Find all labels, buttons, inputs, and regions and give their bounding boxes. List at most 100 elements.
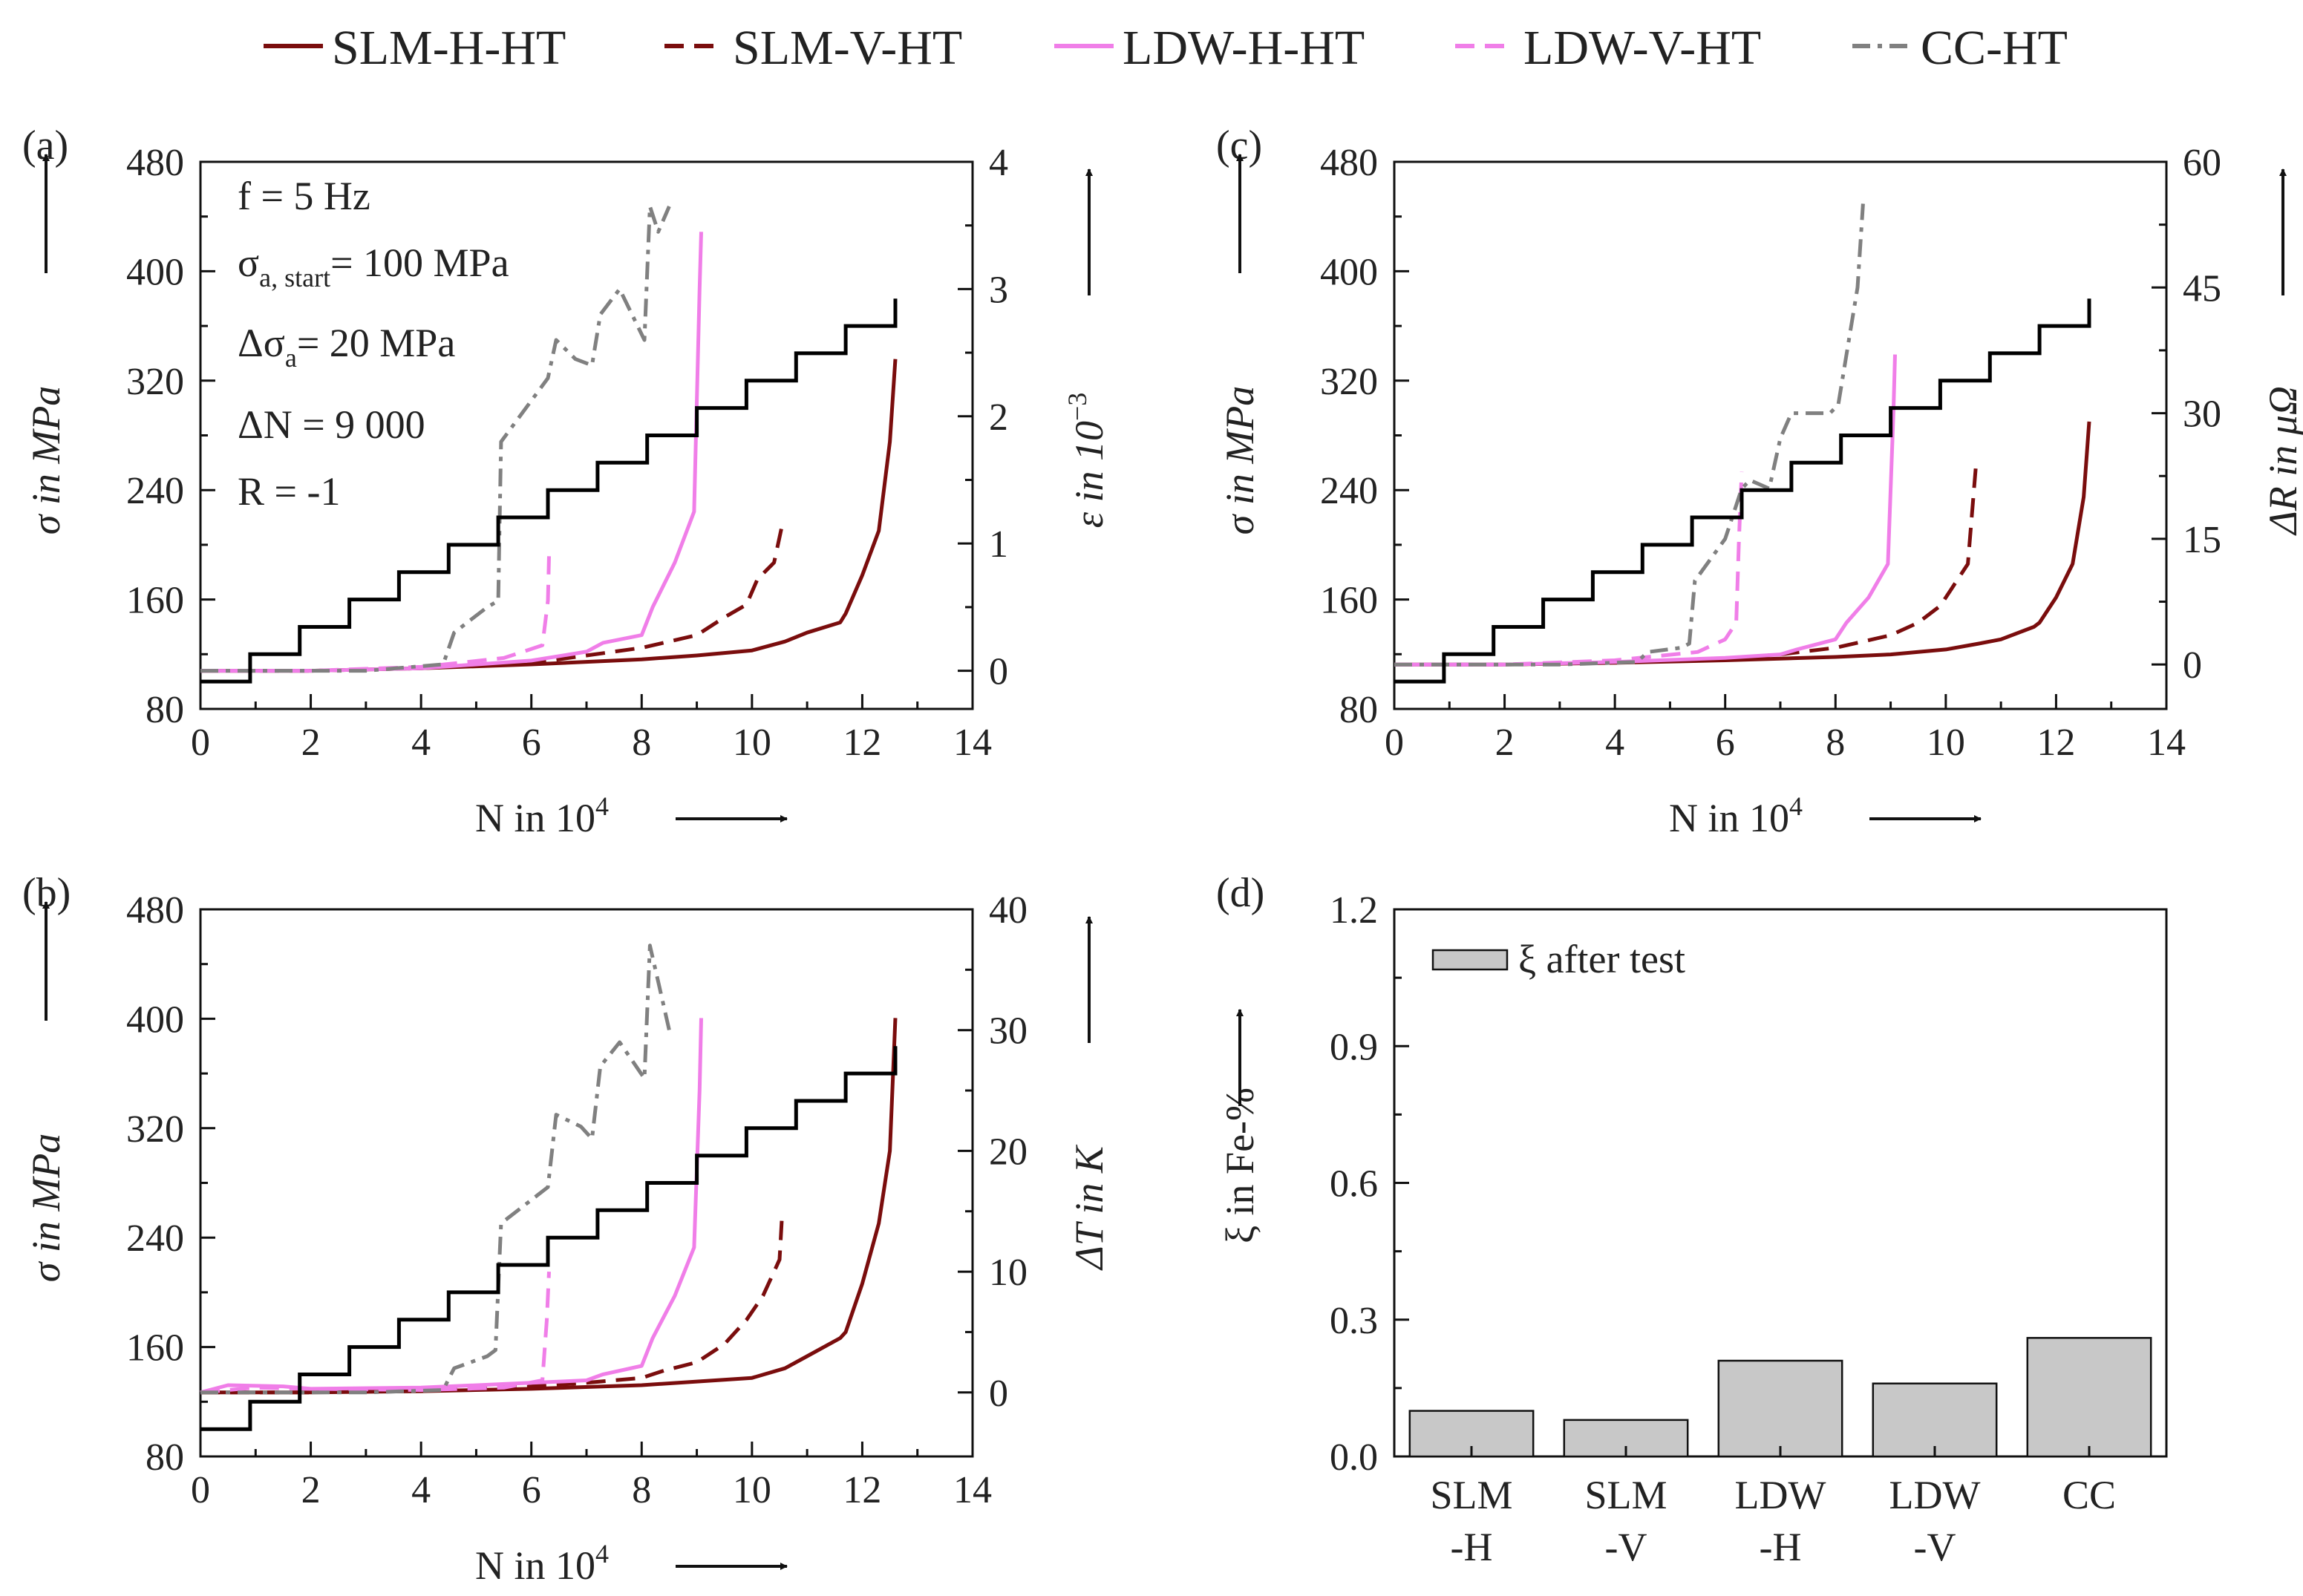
series-line-CC-HT (1394, 203, 1865, 667)
legend-item: LDW-H-HT (1054, 21, 1365, 75)
x-tick-label: -H (1451, 1525, 1493, 1569)
y2-tick-label: 0 (989, 651, 1008, 693)
y2-tick-label: 3 (989, 269, 1008, 311)
x-tick-label: 4 (411, 1469, 431, 1511)
y-axis-label: σ in MPa (24, 386, 68, 535)
series-line-SLM-H-HT (200, 1018, 898, 1395)
x-tick-label: 12 (843, 1469, 881, 1511)
y2-tick-label: 45 (2183, 267, 2221, 310)
legend-label: ξ after test (1518, 937, 1685, 981)
y-tick-label: 320 (126, 1108, 184, 1151)
y-axis-label: ξ in Fe-% (1218, 1088, 1262, 1243)
series-line-CC-HT (200, 204, 671, 673)
series-line-CC-HT (200, 943, 671, 1395)
y-tick-label: 0.0 (1330, 1436, 1378, 1479)
y2-axis-label: ΔT in K (1067, 1144, 1111, 1271)
legend-item: SLM-H-HT (264, 21, 566, 75)
y-tick-label: 480 (126, 142, 184, 184)
x-tick-label: 0 (191, 1469, 210, 1511)
y-tick-label: 160 (1320, 580, 1378, 622)
x-tick-label: 8 (632, 1469, 651, 1511)
legend-label: LDW-V-HT (1523, 21, 1761, 75)
x-tick-label: 4 (411, 722, 431, 764)
x-tick-label: LDW (1735, 1473, 1826, 1517)
y-tick-label: 80 (146, 1436, 184, 1479)
y2-tick-label: 30 (2183, 393, 2221, 436)
x-tick-label: 10 (733, 1469, 771, 1511)
y-tick-label: 400 (1320, 251, 1378, 293)
x-tick-label: 10 (733, 722, 771, 764)
x-axis-label-text: N in 10 (475, 796, 595, 840)
x-tick-label: 14 (2147, 722, 2186, 764)
y-tick-label: 0.9 (1330, 1026, 1378, 1068)
annotation-delta-sigma: Δσ (238, 321, 285, 365)
x-axis-label: N in 104 (475, 791, 609, 840)
x-tick-label: 2 (301, 1469, 321, 1511)
y-tick-label: 400 (126, 998, 184, 1041)
legend-item: LDW-V-HT (1455, 21, 1761, 75)
series-line-SLM-V-HT (1394, 463, 1979, 667)
y2-axis-label-text: ΔT in K (1067, 1144, 1111, 1271)
legend: SLM-H-HT SLM-V-HT LDW-H-HT LDW-V-HT CC-HT (264, 21, 2068, 75)
panel-b: 0 2 4 6 8 10 12 1480160240320400480010203040(b)… (22, 870, 1111, 1588)
x-tick-label: 10 (1927, 722, 1965, 764)
legend-item: CC-HT (1852, 21, 2068, 75)
y2-tick-label: 15 (2183, 519, 2221, 561)
panel-c: 0 2 4 6 8 10 12 1480160240320400480015304560(c)… (1216, 122, 2303, 840)
y-tick-label: 160 (126, 1327, 184, 1370)
bar (1717, 1359, 1843, 1458)
y-tick-label: 1.2 (1330, 889, 1378, 932)
y2-tick-label: 4 (989, 142, 1008, 184)
x-tick-label: 6 (522, 1469, 541, 1511)
y-tick-label: 240 (1320, 470, 1378, 512)
y2-tick-label: 0 (989, 1373, 1008, 1415)
panel-d: 0.0 0.3 0.6 0.9 1.2 SLM -H SLM -V LDW -H LDW -V CC ξ a… (1216, 870, 2168, 1569)
x-tick-label: SLM (1584, 1473, 1667, 1517)
x-axis-label-sup: 4 (595, 1539, 609, 1569)
series-line-LDW-V-HT (200, 1271, 551, 1395)
annotation-delta-n: ΔN = 9 000 (238, 402, 425, 447)
y2-tick-label: 30 (989, 1010, 1028, 1053)
x-tick-label: 6 (1716, 722, 1735, 764)
annotation-frequency: f = 5 Hz (238, 174, 370, 218)
bar (1872, 1382, 1998, 1458)
x-tick-label: 14 (953, 1469, 992, 1511)
x-axis-label-sup: 4 (1789, 791, 1803, 821)
x-tick-label: 4 (1605, 722, 1624, 764)
y-axis-label-text: σ in MPa (24, 386, 68, 535)
x-tick-label: 14 (953, 722, 992, 764)
legend-label: SLM-V-HT (733, 21, 962, 75)
legend-swatch (1431, 949, 1509, 971)
y2-tick-label: 0 (2183, 644, 2202, 687)
legend-label: SLM-H-HT (332, 21, 566, 75)
y-tick-label: 320 (126, 361, 184, 403)
x-axis-label: N in 104 (475, 1539, 609, 1588)
y-tick-label: 240 (126, 470, 184, 512)
load-step-line (200, 298, 898, 684)
y2-tick-label: 20 (989, 1131, 1028, 1173)
x-tick-label: 6 (522, 722, 541, 764)
y2-tick-label: 40 (989, 889, 1028, 932)
y-tick-label: 320 (1320, 361, 1378, 403)
y2-axis-label-sup: −3 (1062, 393, 1092, 421)
x-tick-label: -V (1605, 1525, 1647, 1569)
y2-axis-label: ε in 10−3 (1062, 393, 1111, 529)
y2-tick-label: 10 (989, 1252, 1028, 1294)
y-tick-label: 480 (126, 889, 184, 932)
legend-label: CC-HT (1921, 21, 2068, 75)
x-tick-label: 0 (191, 722, 210, 764)
x-axis-label: N in 104 (1669, 791, 1803, 840)
annotation-sigma-sub: a, start (259, 263, 330, 292)
x-tick-label: 2 (301, 722, 321, 764)
y2-tick-label: 1 (989, 523, 1008, 566)
series-line-LDW-H-HT (200, 1018, 703, 1395)
y2-axis-label-text: ε in 10 (1067, 421, 1111, 528)
x-tick-label: 8 (632, 722, 651, 764)
annotation-delta-sigma-sub: a (285, 343, 297, 373)
x-tick-label: LDW (1889, 1473, 1981, 1517)
annotation-start-value: = 100 MPa (330, 241, 509, 285)
x-tick-label: -V (1914, 1525, 1956, 1569)
series-line-LDW-H-HT (200, 232, 703, 673)
y2-tick-label: 2 (989, 396, 1008, 439)
